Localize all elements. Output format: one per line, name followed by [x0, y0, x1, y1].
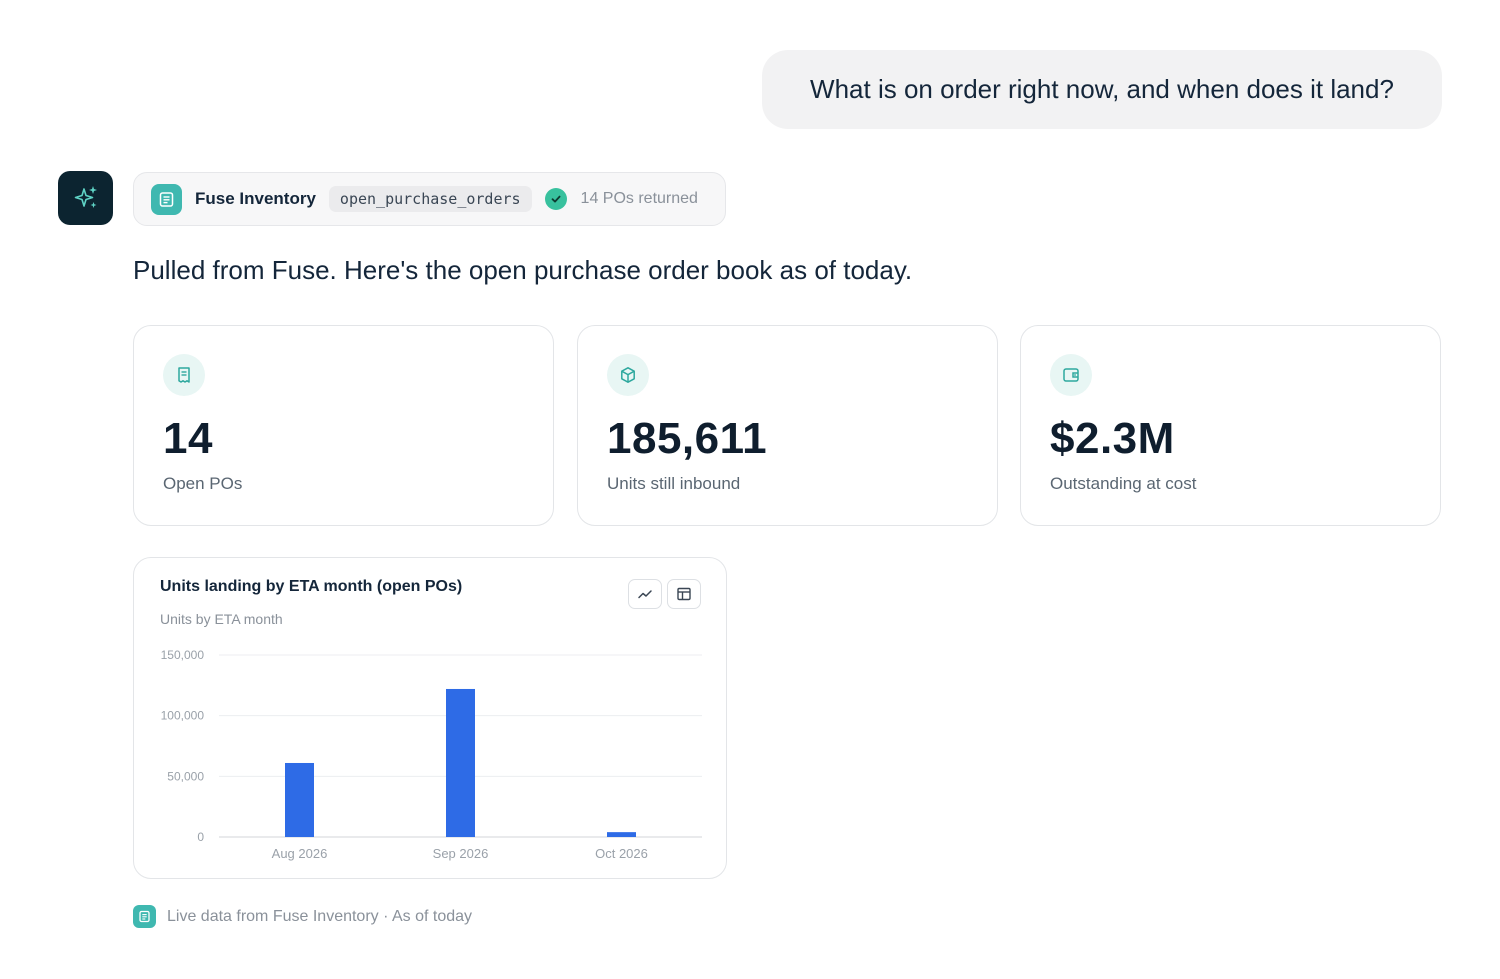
- document-icon: [151, 183, 182, 215]
- stat-label: Outstanding at cost: [1050, 474, 1197, 493]
- stat-value: $2.3M: [1050, 414, 1175, 463]
- chart-title: Units landing by ETA month (open POs): [160, 578, 463, 595]
- y-tick-label: 0: [197, 830, 204, 844]
- bar: [285, 762, 314, 837]
- chart-card: Units landing by ETA month (open POs) Un…: [133, 557, 727, 879]
- stat-label: Units still inbound: [607, 474, 741, 493]
- user-message-bubble: What is on order right now, and when doe…: [762, 50, 1442, 129]
- stat-value: 185,611: [607, 414, 768, 463]
- table-icon: [677, 587, 691, 601]
- source-footer: Live data from Fuse Inventory · As of to…: [133, 905, 472, 928]
- package-icon: [607, 354, 649, 396]
- document-icon: [133, 905, 156, 928]
- assistant-avatar: [58, 171, 113, 225]
- bar: [607, 832, 636, 837]
- bar-chart: 0 50,000 100,000 150,000 Aug 2026 Sep 2026 Oct…: [161, 648, 702, 861]
- x-tick-label: Oct 2026: [595, 846, 648, 861]
- check-icon: [544, 188, 567, 210]
- tool-call-chip[interactable]: Fuse Inventory open_purchase_orders 14 P…: [133, 172, 726, 226]
- y-tick-label: 50,000: [167, 769, 204, 783]
- tool-source-name: Fuse Inventory: [195, 189, 316, 208]
- tool-status-text: 14 POs returned: [580, 190, 698, 207]
- footer-text: Live data from Fuse Inventory · As of to…: [167, 907, 473, 925]
- chart-subtitle: Units by ETA month: [160, 611, 283, 627]
- tool-function-name: open_purchase_orders: [328, 186, 532, 212]
- sparkles-icon: [74, 186, 97, 208]
- line-chart-icon: [638, 590, 652, 599]
- stat-label: Open POs: [163, 474, 243, 493]
- line-chart-view-button[interactable]: [628, 579, 662, 609]
- y-tick-label: 150,000: [161, 648, 205, 662]
- table-view-button[interactable]: [667, 579, 701, 609]
- wallet-icon: [1050, 354, 1092, 396]
- x-tick-label: Aug 2026: [272, 846, 328, 861]
- stat-card-outstanding-cost: $2.3M Outstanding at cost: [1020, 325, 1441, 526]
- assistant-message-text: Pulled from Fuse. Here's the open purcha…: [133, 255, 913, 285]
- y-tick-label: 100,000: [161, 709, 205, 723]
- stat-value: 14: [163, 414, 213, 463]
- stat-card-open-pos: 14 Open POs: [133, 325, 554, 526]
- bar: [446, 688, 475, 837]
- x-tick-label: Sep 2026: [433, 846, 489, 861]
- stat-card-units-inbound: 185,611 Units still inbound: [577, 325, 998, 526]
- user-message-text: What is on order right now, and when doe…: [810, 74, 1394, 104]
- receipt-icon: [163, 354, 205, 396]
